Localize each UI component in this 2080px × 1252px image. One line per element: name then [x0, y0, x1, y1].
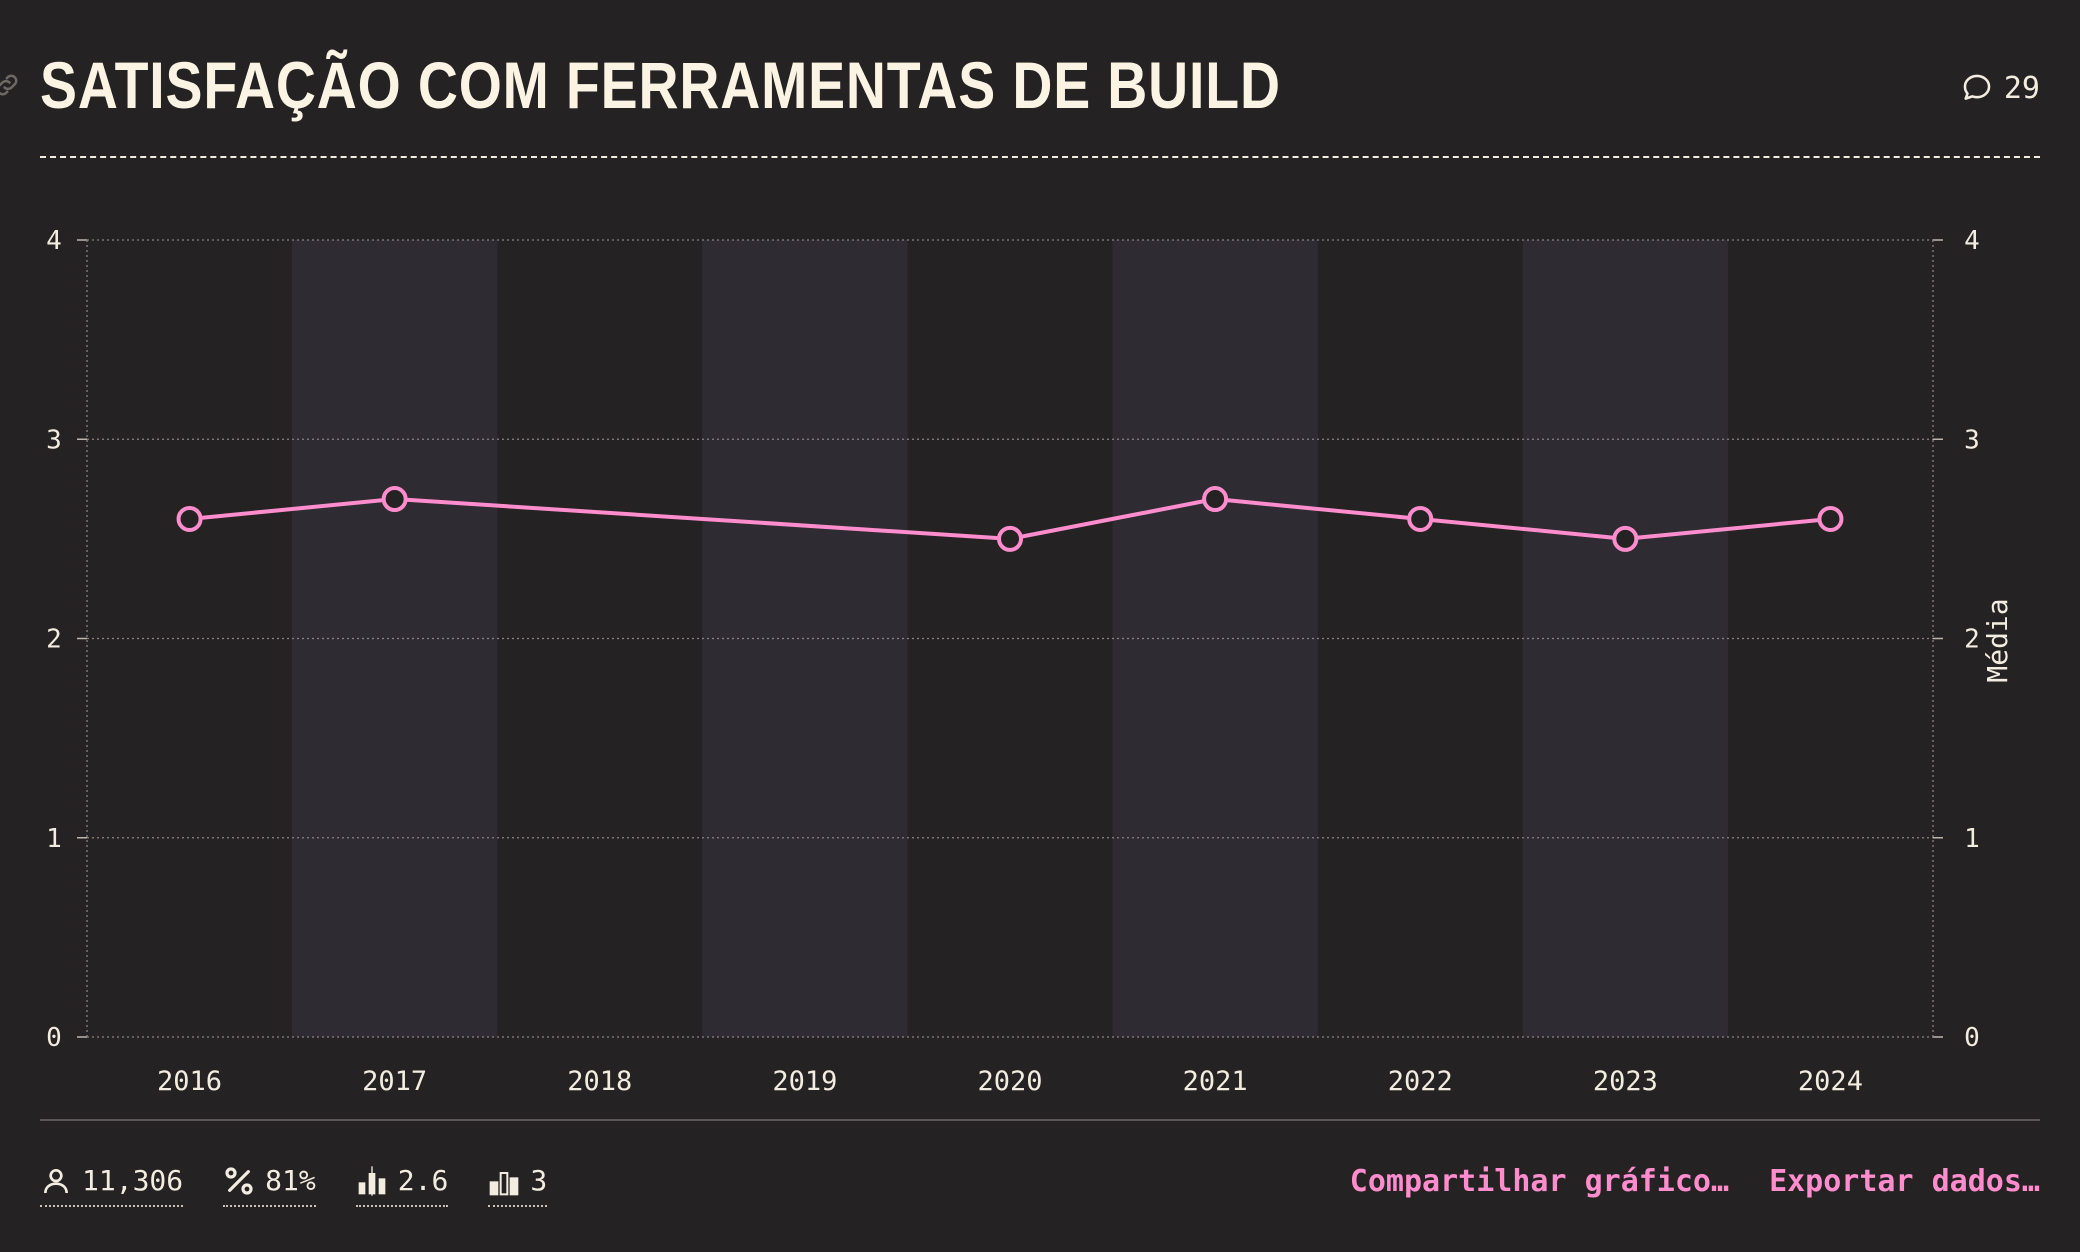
y-tick-label-left: 2: [46, 625, 62, 655]
y-tick-label-right: 3: [1964, 425, 1980, 455]
data-point: [381, 486, 408, 513]
share-chart-link[interactable]: Compartilhar gráfico…: [1349, 1164, 1730, 1199]
person-icon: [44, 1168, 68, 1193]
chart-actions: Compartilhar gráfico… Exportar dados…: [1350, 1164, 2040, 1199]
average-bars-icon: [358, 1165, 386, 1196]
x-tick-label: 2022: [1388, 1066, 1453, 1097]
data-point: [176, 505, 203, 532]
comment-icon: [1963, 74, 1991, 100]
stat-percentage-value: 81%: [265, 1164, 316, 1197]
y-tick-label-left: 3: [46, 425, 62, 455]
comment-count: 29: [2003, 70, 2040, 106]
x-tick-label: 2024: [1798, 1066, 1863, 1097]
median-bars-icon: [489, 1171, 519, 1195]
y-tick-label-right: 0: [1964, 1023, 1980, 1053]
percent-icon: [225, 1166, 253, 1195]
link-icon[interactable]: [0, 70, 22, 100]
y-axis-label: Média: [1981, 598, 2014, 682]
data-point: [1202, 486, 1229, 513]
data-point: [1612, 525, 1639, 552]
y-tick-label-right: 4: [1964, 226, 1980, 256]
x-tick-label: 2020: [977, 1066, 1042, 1097]
x-tick-label: 2021: [1183, 1066, 1248, 1097]
chart-title: SATISFAÇÃO COM FERRAMENTAS DE BUILD: [40, 48, 1281, 122]
y-tick-label-right: 1: [1964, 824, 1980, 854]
stat-respondents-value: 11,306: [82, 1164, 184, 1197]
y-tick-label-left: 0: [46, 1023, 62, 1053]
x-tick-label: 2018: [567, 1066, 632, 1097]
stat-median-value: 3: [530, 1164, 548, 1197]
x-tick-label: 2016: [157, 1066, 222, 1097]
x-tick-label: 2019: [772, 1066, 837, 1097]
data-point: [1817, 505, 1844, 532]
data-point: [997, 525, 1023, 552]
stat-respondents[interactable]: 11,306: [40, 1164, 184, 1207]
data-point: [1407, 505, 1434, 532]
x-tick-label: 2017: [362, 1066, 427, 1097]
y-tick-label-left: 1: [46, 824, 62, 854]
y-tick-label-left: 4: [46, 226, 62, 256]
y-tick-label-right: 2: [1964, 625, 1980, 655]
stats-bar: 11,306 81% 2.6 3: [40, 1164, 548, 1207]
footer-divider: [40, 1119, 2040, 1121]
stat-percentage[interactable]: 81%: [223, 1164, 316, 1207]
x-tick-label: 2023: [1593, 1066, 1658, 1097]
header-divider: [40, 156, 2040, 158]
stat-median[interactable]: 3: [488, 1164, 548, 1207]
stat-average-value: 2.6: [397, 1164, 449, 1197]
comments-button[interactable]: 29: [1960, 68, 2040, 108]
stat-average[interactable]: 2.6: [355, 1164, 449, 1207]
line-chart: 0 0 1 1 2 2 3 3 4 4 2016 2017 2018 2019 2020 2021 2022 20…: [46, 226, 2014, 1097]
export-data-link[interactable]: Exportar dados…: [1769, 1164, 2040, 1199]
